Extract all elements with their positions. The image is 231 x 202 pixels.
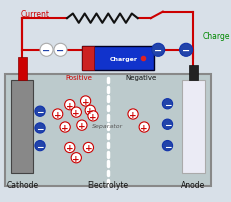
Text: −: − xyxy=(153,46,161,56)
Text: −: − xyxy=(163,121,170,129)
Circle shape xyxy=(139,122,149,133)
Text: +: + xyxy=(84,144,92,153)
Bar xyxy=(18,58,27,81)
Bar xyxy=(182,80,204,173)
Text: Electrolyte: Electrolyte xyxy=(87,180,128,189)
Circle shape xyxy=(64,143,75,153)
Circle shape xyxy=(151,44,164,57)
Text: −: − xyxy=(42,46,50,56)
Text: +: + xyxy=(78,122,85,130)
Bar xyxy=(188,65,197,80)
Text: −: − xyxy=(163,142,170,151)
Circle shape xyxy=(162,99,172,109)
Text: −: − xyxy=(56,46,64,56)
Text: +: + xyxy=(140,123,147,132)
Text: Charger: Charger xyxy=(110,56,138,61)
Circle shape xyxy=(76,120,87,131)
Circle shape xyxy=(127,109,138,120)
Circle shape xyxy=(162,141,172,151)
Text: Cathode: Cathode xyxy=(6,180,38,189)
Text: −: − xyxy=(36,142,44,151)
Circle shape xyxy=(85,106,95,116)
Circle shape xyxy=(35,141,45,151)
Text: Anode: Anode xyxy=(181,180,205,189)
Text: −: − xyxy=(181,46,189,56)
Circle shape xyxy=(179,44,192,57)
Bar xyxy=(5,75,210,186)
Circle shape xyxy=(40,44,53,57)
Text: +: + xyxy=(54,110,61,119)
Text: −: − xyxy=(163,100,170,109)
Text: Separator: Separator xyxy=(92,123,123,128)
Text: +: + xyxy=(82,97,89,106)
Text: Positive: Positive xyxy=(65,74,92,80)
Text: +: + xyxy=(89,112,96,121)
Circle shape xyxy=(35,123,45,133)
Circle shape xyxy=(35,107,45,117)
Text: Charge: Charge xyxy=(202,32,229,41)
Text: +: + xyxy=(66,144,73,153)
Text: −: − xyxy=(36,108,44,117)
Circle shape xyxy=(83,143,93,153)
Bar xyxy=(82,47,94,71)
Circle shape xyxy=(60,122,70,133)
Text: +: + xyxy=(86,107,94,116)
Circle shape xyxy=(71,153,81,163)
Circle shape xyxy=(88,111,98,121)
Circle shape xyxy=(80,96,90,107)
Circle shape xyxy=(54,44,67,57)
Circle shape xyxy=(71,107,81,118)
Bar xyxy=(82,47,154,71)
Text: Negative: Negative xyxy=(125,74,156,80)
Text: +: + xyxy=(61,123,69,132)
Text: +: + xyxy=(66,101,73,110)
Circle shape xyxy=(162,120,172,130)
Text: −: − xyxy=(36,124,44,133)
Bar xyxy=(11,80,33,173)
Circle shape xyxy=(52,109,63,120)
Text: Current: Current xyxy=(21,10,50,19)
Text: +: + xyxy=(72,108,80,118)
Text: +: + xyxy=(72,154,80,163)
Text: +: + xyxy=(129,110,136,119)
Circle shape xyxy=(64,100,75,110)
